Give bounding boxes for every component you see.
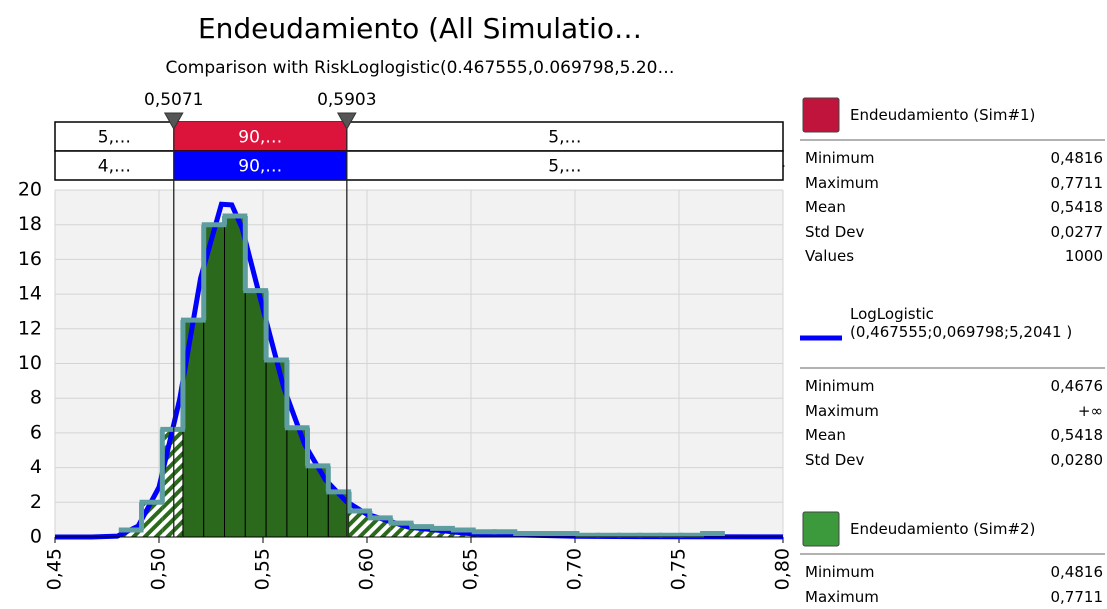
y-tick-label: 14 — [18, 283, 42, 305]
x-tick-label: 0,70 — [564, 548, 586, 590]
delimiter-row — [54, 150, 784, 181]
y-tick-label: 10 — [18, 352, 42, 374]
histogram-bar — [203, 224, 226, 538]
legend-label: LogLogistic (0,467555;0,069798;5,2041 ) — [850, 305, 1073, 341]
delimiter-label: 90,… — [238, 157, 282, 177]
stat-value: +∞ — [1077, 401, 1103, 420]
histogram-bar — [162, 429, 183, 537]
y-tick-label: 2 — [30, 491, 42, 513]
delimiter-row — [54, 121, 784, 152]
stat-label: Minimum — [805, 377, 875, 395]
delimiter-label: 5,… — [548, 128, 581, 148]
legend-swatch — [802, 511, 840, 547]
stat-label: Std Dev — [805, 222, 865, 241]
stat-label: Values — [805, 247, 855, 266]
x-tick-label: 0,60 — [356, 548, 378, 590]
histogram-bar — [141, 502, 163, 537]
delimiter-value: 0,5071 — [144, 90, 203, 110]
y-tick-label: 20 — [18, 179, 42, 201]
stat-label: Maximum — [805, 587, 879, 606]
stat-label: Mean — [805, 198, 846, 217]
delimiter-label: 90,… — [238, 128, 282, 148]
y-tick-label: 12 — [18, 317, 42, 339]
stat-label: Minimum — [805, 149, 875, 167]
histogram-bar — [120, 530, 142, 537]
stat-label: Mean — [805, 426, 846, 445]
stat-label: Maximum — [805, 401, 879, 420]
y-tick-label: 4 — [30, 456, 42, 478]
histogram-bar — [349, 510, 370, 537]
legend-label: Endeudamiento (Sim#1) — [850, 106, 1036, 124]
stat-value: 0,4816 — [1050, 149, 1104, 167]
chart-subtitle: Comparison with RiskLoglogistic(0.467555… — [165, 58, 674, 78]
x-tick-label: 0,80 — [772, 548, 794, 590]
histogram-bar — [411, 526, 433, 537]
delimiter-handle[interactable] — [163, 112, 184, 131]
delimiter-label: 5,… — [548, 157, 581, 177]
delimiter-band — [173, 122, 347, 151]
stat-label: Minimum — [805, 563, 875, 581]
histogram-bar — [224, 215, 246, 538]
stat-value: 0,7711 — [1050, 173, 1104, 192]
stat-value: 1000 — [1064, 247, 1103, 266]
stat-value: 0,5418 — [1050, 426, 1104, 445]
x-tick-label: 0,50 — [148, 548, 170, 590]
x-tick-label: 0,45 — [44, 548, 66, 590]
x-tick-label: 0,65 — [460, 548, 482, 590]
histogram-bar — [369, 517, 391, 537]
y-tick-label: 18 — [18, 213, 42, 235]
fit-curve — [55, 201, 784, 540]
stat-label: Std Dev — [805, 450, 865, 469]
stat-value: 0,4676 — [1050, 377, 1104, 395]
delimiter-band — [173, 151, 347, 180]
stat-value: 0,0277 — [1050, 222, 1104, 241]
stat-label: Maximum — [805, 173, 879, 192]
x-tick-label: 0,55 — [252, 548, 274, 590]
stat-value: 0,7711 — [1050, 587, 1104, 606]
histogram-bar — [244, 290, 267, 538]
stat-value: 0,5418 — [1050, 198, 1104, 217]
stat-value: 0,4816 — [1050, 563, 1104, 581]
legend-swatch — [802, 97, 840, 133]
stat-value: 0,0280 — [1050, 450, 1104, 469]
chart-title: Endeudamiento (All Simulatio… — [198, 12, 642, 45]
x-tick-label: 0,75 — [668, 548, 690, 590]
y-tick-label: 0 — [30, 526, 42, 548]
delimiter-label: 4,… — [98, 157, 131, 177]
delimiter-value: 0,5903 — [317, 90, 376, 110]
delimiter-handle[interactable] — [336, 112, 357, 131]
y-tick-label: 8 — [30, 387, 42, 409]
y-tick-label: 16 — [18, 248, 42, 270]
delimiter-label: 5,… — [98, 128, 131, 148]
legend-label: Endeudamiento (Sim#2) — [850, 520, 1036, 538]
y-tick-label: 6 — [30, 421, 42, 443]
